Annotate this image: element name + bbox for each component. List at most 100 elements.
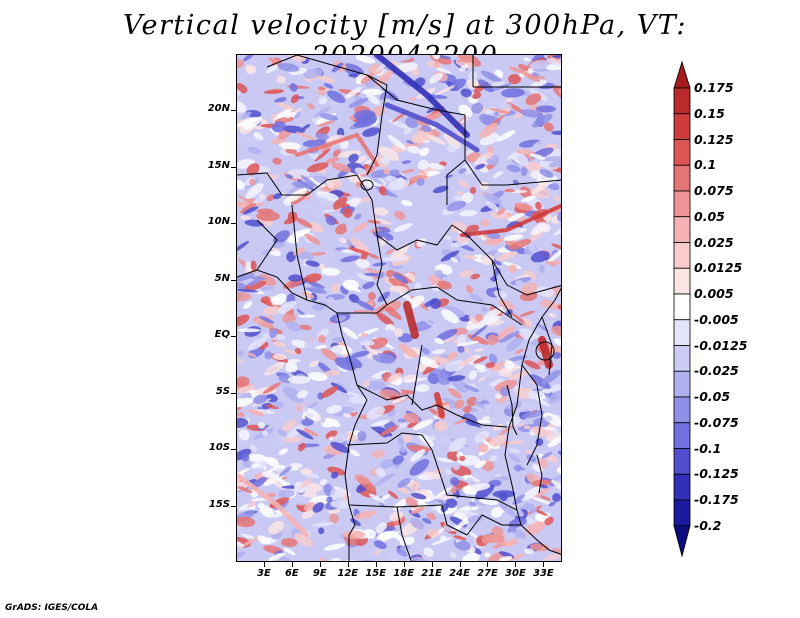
colorbar-bin	[673, 216, 691, 243]
lat-tick-mark	[231, 279, 236, 281]
colorbar-label: -0.125	[694, 466, 739, 482]
border-line	[386, 286, 523, 326]
coastline-west	[237, 269, 368, 561]
lon-tick-mark	[431, 562, 433, 567]
colorbar-bin	[673, 396, 691, 424]
border-line	[296, 55, 466, 116]
lon-tick-label: 3E	[257, 568, 271, 579]
colorbar-bin	[673, 164, 691, 192]
border-line	[396, 506, 412, 561]
border-line	[431, 449, 518, 511]
lon-tick-mark	[375, 562, 377, 567]
colorbar-bin	[673, 87, 691, 115]
colorbar-label: -0.005	[694, 311, 739, 327]
border-line	[237, 172, 378, 236]
colorbar-label: 0.0125	[694, 260, 743, 276]
lat-tick-mark	[231, 110, 236, 112]
lon-tick-label: 24E	[449, 568, 470, 579]
border-line	[256, 219, 278, 271]
lat-tick-label: 20N	[207, 103, 230, 115]
border-line	[464, 159, 561, 186]
lat-tick-mark	[231, 505, 236, 507]
lon-tick-mark	[515, 562, 517, 567]
border-line	[466, 514, 521, 536]
colorbar-bin	[673, 139, 691, 166]
colorbar-bin	[673, 242, 691, 269]
lat-tick-label: 5N	[214, 272, 230, 284]
colorbar-bin	[673, 319, 691, 346]
lon-tick-label: 27E	[477, 568, 498, 579]
lon-tick-mark	[319, 562, 321, 567]
colorbar-label: -0.1	[694, 440, 722, 456]
lake-malawi	[536, 454, 543, 494]
lon-tick-label: 15E	[365, 568, 387, 579]
lat-tick-mark	[231, 223, 236, 225]
colorbar-label: 0.15	[694, 105, 725, 121]
border-line	[521, 364, 543, 466]
lon-tick-label: 33E	[532, 568, 554, 579]
lon-tick-label: 21E	[421, 568, 442, 579]
border-line	[266, 55, 298, 68]
lon-tick-mark	[487, 562, 489, 567]
border-line	[541, 316, 553, 376]
lat-tick-label: 10N	[207, 216, 230, 228]
colorbar-label: -0.075	[694, 414, 739, 430]
colorbar-bin	[673, 370, 691, 398]
velocity-blobs	[237, 55, 561, 561]
lon-tick-label: 9E	[312, 568, 327, 579]
border-line	[411, 344, 423, 406]
colorbar-label: 0.1	[694, 157, 717, 173]
vertical-velocity-field	[237, 55, 561, 561]
colorbar-bin	[673, 267, 691, 295]
border-line	[446, 115, 466, 205]
lat-tick-mark	[231, 449, 236, 451]
lat-tick-label: 15S	[208, 498, 230, 510]
lon-tick-mark	[459, 562, 461, 567]
colorbar-bin	[673, 293, 691, 321]
lon-tick-mark	[403, 562, 405, 567]
colorbar-bin	[673, 190, 691, 218]
colorbar-bin	[673, 473, 691, 501]
lat-tick-mark	[231, 336, 236, 338]
colorbar-bin	[673, 422, 691, 449]
colorbar-label: -0.175	[694, 492, 739, 507]
lat-tick-label: 10S	[208, 442, 230, 454]
lat-tick-mark	[231, 392, 236, 394]
border-line	[356, 384, 458, 416]
lon-tick-mark	[263, 562, 265, 567]
border-line	[346, 432, 433, 451]
lon-tick-label: 30E	[505, 568, 526, 579]
lat-tick-label: 5S	[215, 385, 230, 397]
lon-tick-mark	[291, 562, 293, 567]
border-line	[348, 504, 468, 536]
border-line	[376, 224, 453, 251]
colorbar-bin	[673, 499, 691, 527]
border-line	[451, 224, 561, 296]
colorbar-label: 0.05	[694, 208, 725, 224]
colorbar-bottom-arrow	[673, 525, 691, 558]
colorbar-bin	[673, 448, 691, 475]
border-line	[456, 414, 508, 428]
colorbar-label: 0.125	[694, 131, 734, 147]
colorbar-label: 0.025	[694, 234, 734, 250]
colorbar-bin	[673, 113, 691, 140]
border-line	[491, 259, 513, 318]
lon-tick-label: 12E	[337, 568, 359, 579]
lat-tick-label: EQ	[214, 329, 230, 341]
lon-tick-mark	[347, 562, 349, 567]
colorbar-label: 0.175	[694, 80, 734, 95]
lake-chad	[360, 179, 374, 191]
map-panel	[236, 54, 562, 562]
lake-victoria	[535, 341, 555, 361]
lake-tanganyika	[506, 384, 518, 436]
colorbar-label: -0.0125	[694, 337, 748, 353]
lon-tick-label: 18E	[393, 568, 415, 579]
colorbar-label: -0.05	[694, 389, 731, 404]
grads-credit: GrADS: IGES/COLA	[5, 603, 99, 613]
lon-tick-label: 6E	[284, 568, 299, 579]
border-line	[376, 234, 388, 306]
coastline-east	[504, 287, 561, 555]
lat-tick-label: 15N	[207, 159, 230, 171]
lon-tick-mark	[543, 562, 545, 567]
colorbar-label: 0.075	[694, 183, 734, 198]
